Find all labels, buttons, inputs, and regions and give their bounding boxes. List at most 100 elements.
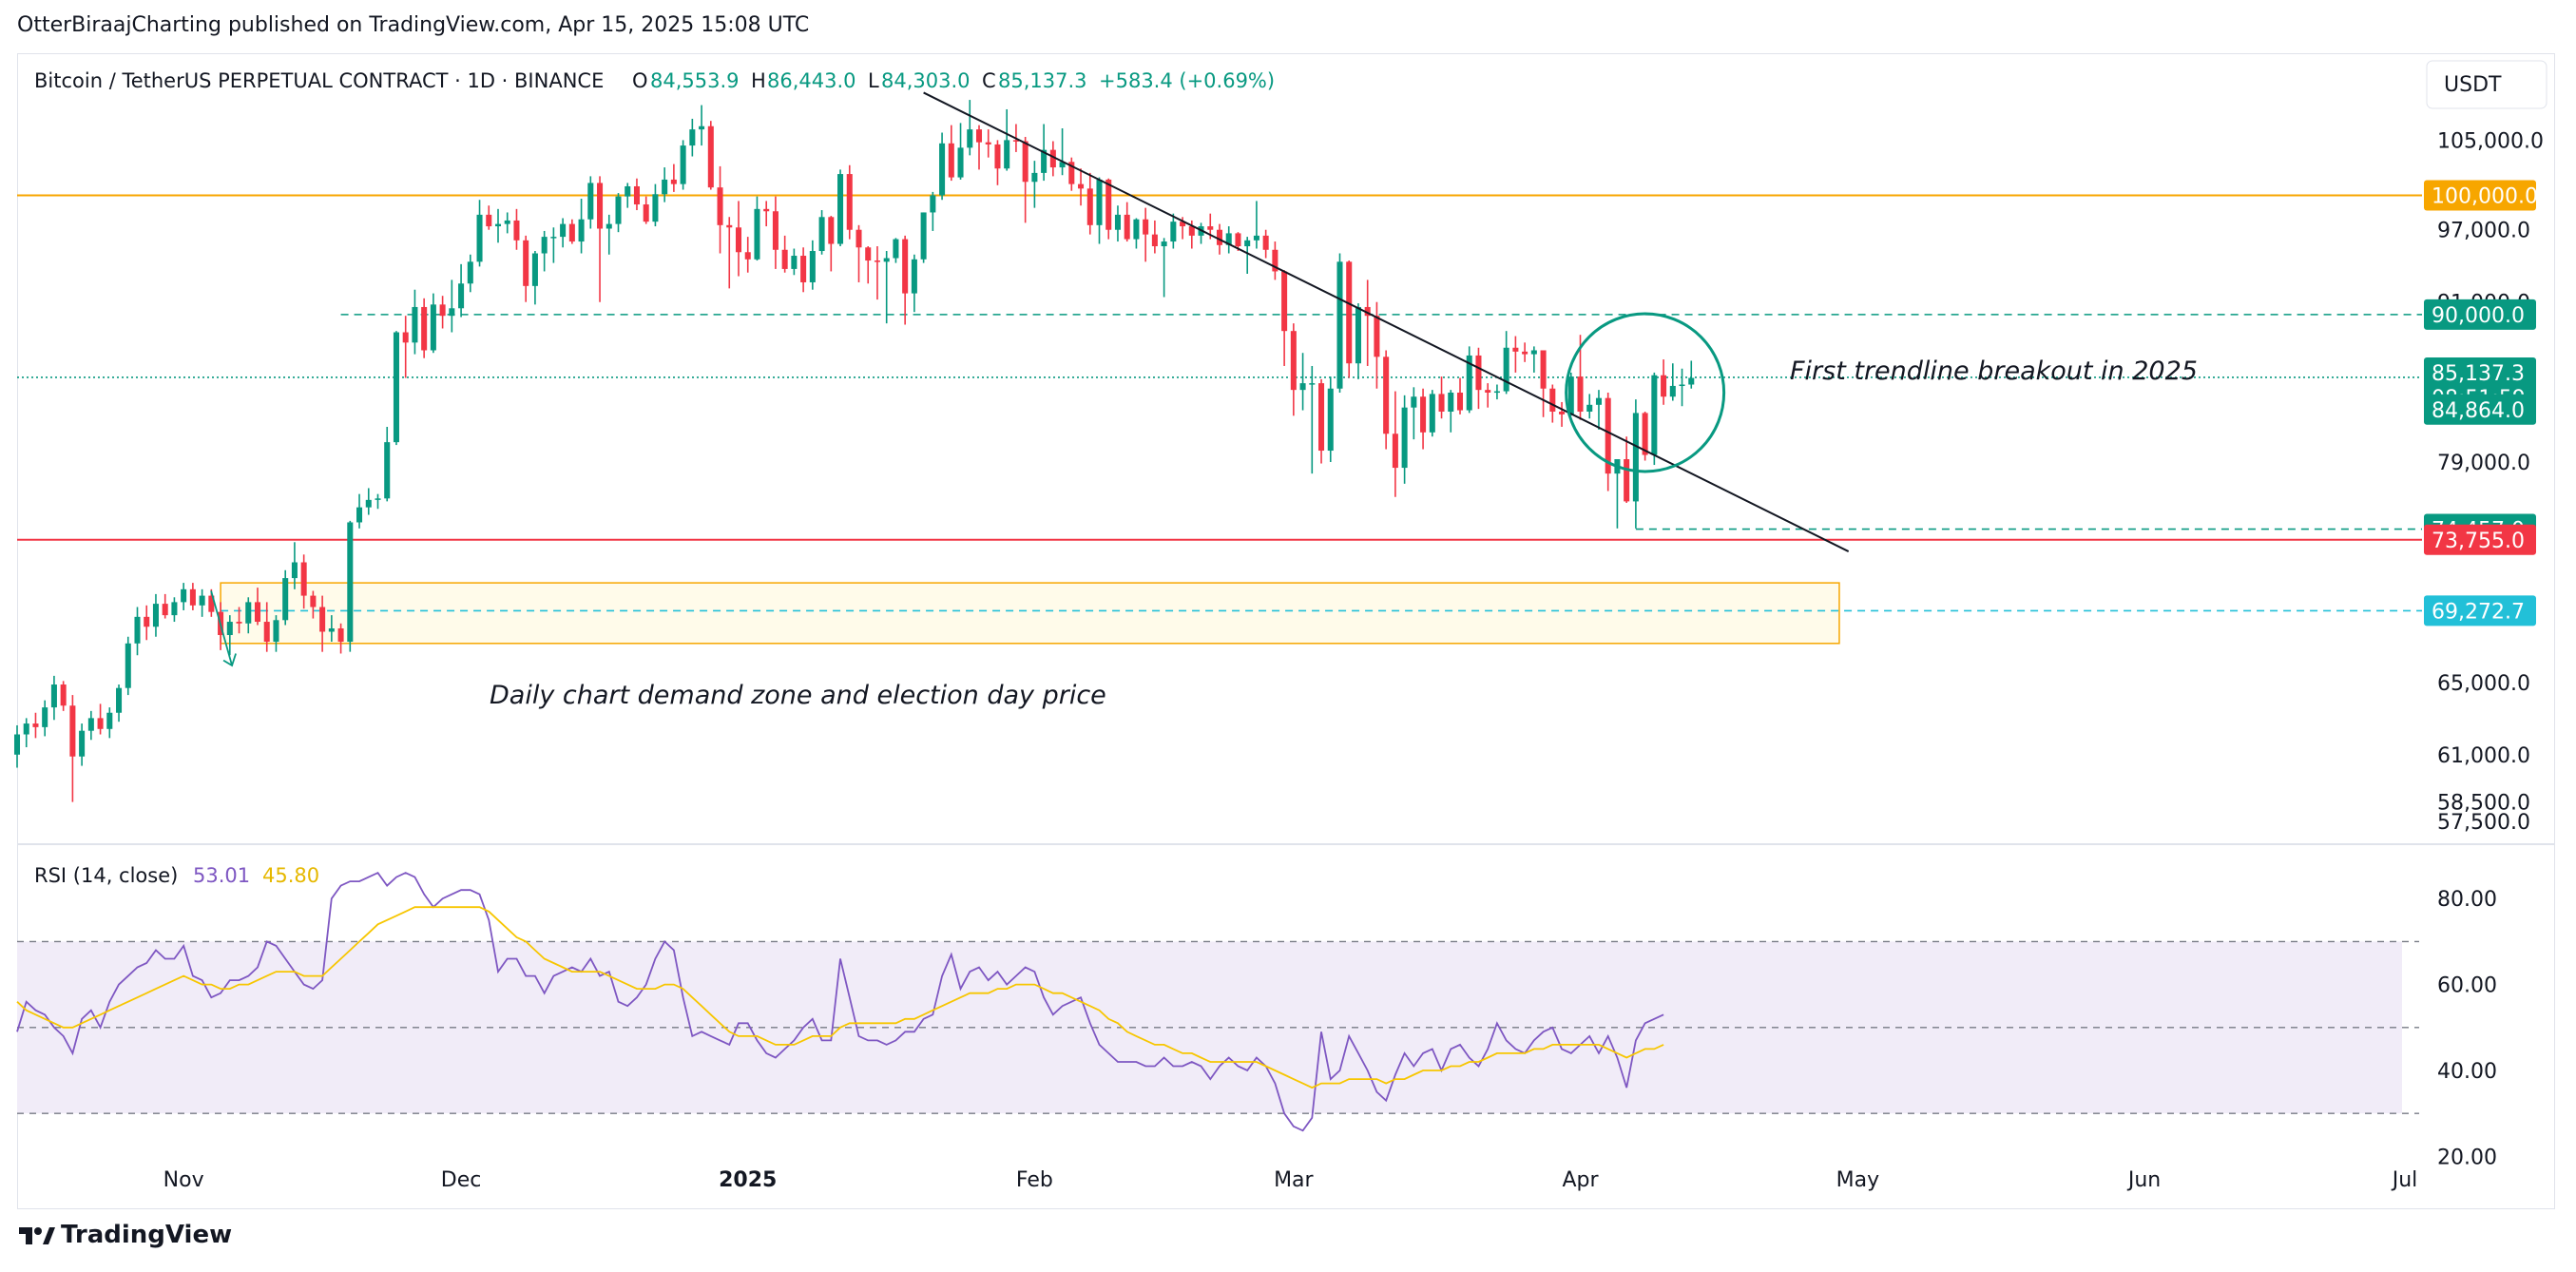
candle-body — [97, 718, 104, 729]
candle-body — [60, 684, 67, 706]
candle-body — [633, 185, 640, 205]
candle-body — [356, 507, 363, 523]
candle-body — [106, 712, 113, 729]
candle-body — [1632, 413, 1639, 502]
price-axis-tick: 58,500.0 — [2437, 792, 2530, 816]
candle-body — [967, 129, 973, 148]
candle-body — [171, 602, 178, 616]
candle-body — [199, 595, 205, 606]
candle-body — [1068, 162, 1075, 184]
candle-body — [1567, 376, 1574, 414]
candle-body — [643, 204, 649, 222]
rsi-pane[interactable]: Nov Dec 2025 Feb Mar Apr May Jun Jul 80.00 60.00 40… — [16, 871, 2497, 1192]
candle-body — [699, 125, 705, 130]
candle-body — [1225, 233, 1232, 245]
candle-body — [310, 595, 317, 607]
candle-body — [1096, 179, 1103, 225]
breakout-circle — [1565, 312, 1726, 473]
candle-body — [189, 588, 196, 606]
candle-body — [1235, 233, 1241, 247]
candle-body — [1401, 407, 1408, 469]
candle-body — [1503, 347, 1509, 392]
price-level-badge — [2424, 180, 2536, 211]
change-value: +583.4 (+0.69%) — [1099, 69, 1275, 92]
candle-body — [1216, 229, 1223, 245]
candle-body — [476, 214, 483, 262]
candle-body — [291, 562, 298, 579]
candle-body — [1318, 383, 1325, 452]
candle-body — [393, 332, 399, 443]
candle-body — [865, 247, 872, 261]
candle-body — [1530, 350, 1537, 355]
candle-body — [939, 143, 946, 196]
candle-body — [893, 239, 899, 259]
price-pane[interactable]: 105,000.097,000.091,000.079,000.065,000.… — [13, 91, 2544, 835]
candle-body — [1651, 375, 1658, 455]
candle-body — [23, 723, 29, 735]
candle-body — [152, 604, 159, 627]
time-axis-tick: Jun — [2126, 1168, 2161, 1192]
price-axis-tick: 105,000.0 — [2437, 129, 2544, 153]
time-axis-tick: Dec — [441, 1168, 482, 1192]
candle-body — [13, 734, 21, 755]
candle-body — [1244, 240, 1251, 247]
publisher-header: OtterBiraajCharting published on Trading… — [17, 13, 810, 37]
candle-body — [1549, 388, 1556, 412]
candle-body — [615, 196, 622, 224]
descending-trendline — [923, 91, 1850, 552]
low-label: L — [868, 69, 879, 92]
candle-body — [726, 224, 733, 228]
candle-body — [791, 256, 798, 269]
candle-body — [273, 620, 279, 643]
currency-button[interactable] — [2426, 60, 2547, 109]
candle-body — [421, 306, 428, 351]
candle-body — [828, 217, 835, 244]
candle-body — [1624, 459, 1630, 502]
chart-frame — [17, 53, 2555, 1209]
candle-body — [513, 220, 520, 241]
candle-body — [50, 684, 57, 708]
footer-brand[interactable]: TradingView — [17, 1221, 232, 1249]
candle-body — [365, 499, 372, 508]
candle-body — [1475, 355, 1482, 391]
candle-body — [1642, 413, 1648, 455]
candle-body — [1559, 411, 1566, 414]
candle-body — [1041, 149, 1048, 173]
candle-body — [1004, 140, 1010, 169]
candle-body — [1022, 141, 1028, 183]
candle-body — [948, 143, 954, 178]
candle-body — [263, 622, 270, 643]
candle-body — [1336, 261, 1343, 389]
rsi-axis-tick: 60.00 — [2437, 974, 2497, 998]
price-axis-tick: 61,000.0 — [2437, 744, 2530, 768]
candle-body — [1188, 226, 1195, 236]
candle-body — [1383, 357, 1390, 434]
candle-body — [707, 125, 714, 188]
candle-body — [69, 705, 76, 757]
price-level-badge — [2424, 595, 2536, 626]
price-level-label: 73,755.0 — [2432, 530, 2525, 553]
candle-body — [920, 212, 927, 260]
candle-body — [1105, 179, 1112, 230]
candle-body — [1355, 306, 1361, 364]
candle-body — [328, 627, 335, 632]
candle-body — [337, 627, 344, 643]
candle-body — [1124, 214, 1130, 240]
candle-body — [846, 174, 853, 230]
time-axis-tick: May — [1836, 1168, 1879, 1192]
demand-zone-box — [220, 582, 1840, 645]
candle-body — [800, 256, 807, 282]
candle-body — [902, 239, 909, 294]
candle-body — [1420, 396, 1427, 433]
candle-body — [504, 220, 510, 224]
candle-body — [1466, 355, 1472, 411]
candle-body — [1133, 219, 1140, 240]
candle-body — [1374, 316, 1380, 357]
candle-body — [1540, 350, 1547, 389]
symbol-title: Bitcoin / TetherUS PERPETUAL CONTRACT · … — [34, 69, 604, 92]
time-axis-tick: 2025 — [719, 1168, 777, 1192]
candle-body — [1262, 235, 1269, 250]
rsi-axis-tick: 20.00 — [2437, 1146, 2497, 1169]
price-level-badge — [2424, 299, 2536, 330]
